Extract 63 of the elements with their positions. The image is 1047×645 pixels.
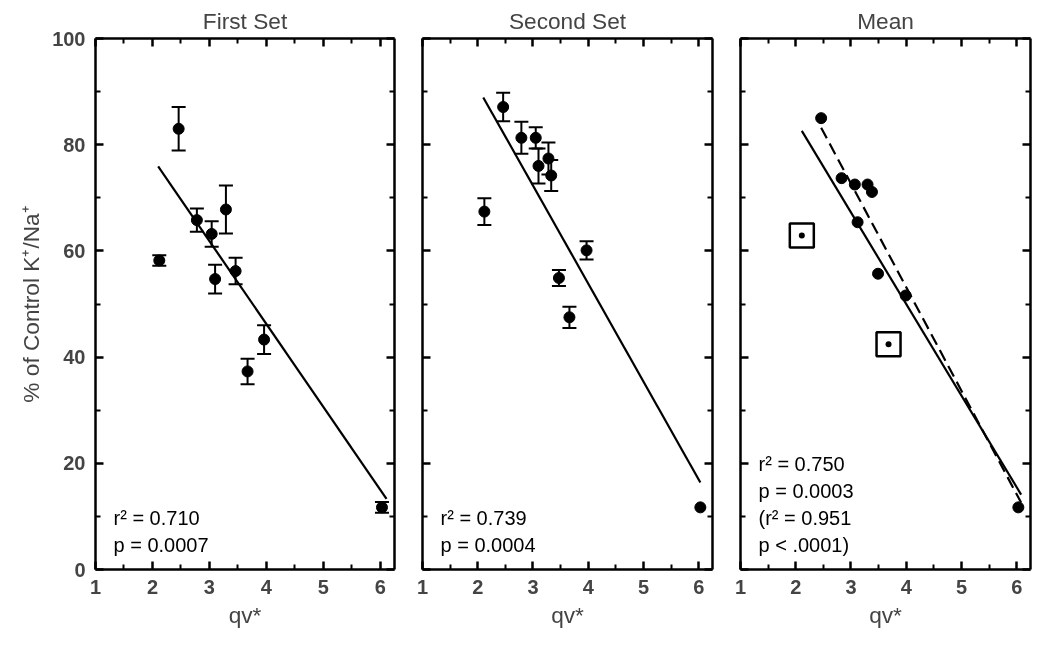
annotation: (r² = 0.951 <box>758 506 852 529</box>
annotation: r² = 0.739 <box>440 506 527 529</box>
x-tick-label: 5 <box>955 575 968 598</box>
chart-title: Second Set <box>508 7 627 34</box>
point <box>872 267 885 280</box>
x-axis-title: qv* <box>228 601 262 628</box>
point <box>205 227 218 240</box>
x-tick-label: 3 <box>203 575 215 598</box>
y-tick-label: 100 <box>52 27 86 50</box>
y-axis-title: % of Control K⁺/Na⁺ <box>18 205 45 403</box>
y-tick-label: 60 <box>63 239 86 262</box>
annotation: r² = 0.750 <box>758 452 845 475</box>
point <box>532 159 545 172</box>
x-tick-label: 4 <box>900 575 913 598</box>
point <box>835 172 848 185</box>
point <box>788 222 816 249</box>
x-tick-label: 2 <box>472 575 484 598</box>
x-tick-label: 2 <box>146 575 159 598</box>
point <box>1012 501 1025 514</box>
annotation: r² = 0.710 <box>113 506 200 529</box>
x-tick-label: 6 <box>693 575 705 598</box>
point <box>529 131 542 144</box>
point <box>563 311 576 324</box>
point <box>258 333 271 346</box>
point <box>219 203 232 216</box>
y-tick-label: 40 <box>63 346 86 369</box>
x-tick-label: 6 <box>374 575 386 598</box>
x-tick-label: 2 <box>790 575 802 598</box>
x-tick-label: 4 <box>260 575 273 598</box>
point <box>848 178 861 191</box>
chart-title: First Set <box>202 7 288 34</box>
x-tick-label: 6 <box>1011 575 1023 598</box>
annotation: p < .0001) <box>758 533 850 556</box>
y-tick-label: 80 <box>63 133 86 156</box>
point <box>478 205 491 218</box>
x-tick-label: 3 <box>527 575 539 598</box>
point <box>172 122 185 135</box>
x-tick-label: 5 <box>637 575 650 598</box>
x-tick-label: 1 <box>734 575 747 598</box>
x-tick-label: 3 <box>845 575 857 598</box>
y-tick-label: 20 <box>63 452 86 475</box>
point <box>515 131 528 144</box>
point <box>545 169 558 182</box>
x-tick-label: 1 <box>89 575 102 598</box>
point <box>241 365 254 378</box>
point <box>815 112 828 125</box>
x-axis-title: qv* <box>869 601 903 628</box>
x-tick-label: 1 <box>416 575 429 598</box>
point <box>580 244 593 257</box>
chart-title: Mean <box>857 7 914 34</box>
annotation: p = 0.0004 <box>440 533 536 556</box>
annotation: p = 0.0007 <box>113 533 209 556</box>
y-tick-label: 0 <box>74 558 86 581</box>
annotation: p = 0.0003 <box>758 479 854 502</box>
point <box>865 185 878 198</box>
point <box>875 331 902 358</box>
x-tick-label: 5 <box>317 575 329 598</box>
x-axis-title: qv* <box>551 601 585 628</box>
point <box>209 273 222 286</box>
point <box>542 152 555 165</box>
point <box>694 501 707 514</box>
point <box>497 101 510 113</box>
x-tick-label: 4 <box>582 575 595 598</box>
